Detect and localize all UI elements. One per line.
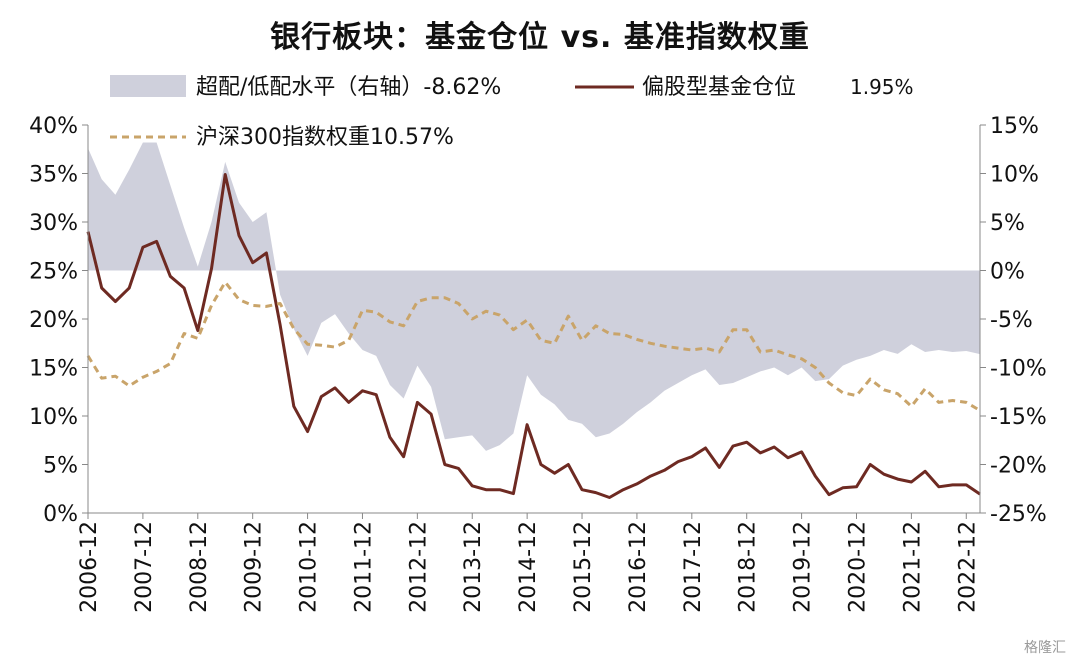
legend-value-fund-position: 1.95% (850, 75, 914, 99)
series-line-fund_position (86, 173, 981, 499)
right-tick-label: -20% (990, 454, 1047, 479)
legend-swatch-overweight (110, 75, 186, 97)
x-tick-label: 2009-12 (242, 521, 267, 613)
left-tick-label: 0% (43, 502, 78, 527)
right-tick-label: 5% (990, 211, 1025, 236)
left-tick-label: 20% (29, 308, 78, 333)
chart-title: 银行板块：基金仓位 vs. 基准指数权重 (270, 20, 810, 55)
series-area-overweight (88, 142, 980, 451)
right-tick-label: 15% (990, 114, 1039, 139)
x-tick-label: 2020-12 (846, 521, 871, 613)
left-tick-label: 25% (29, 260, 78, 285)
x-tick-label: 2010-12 (297, 521, 322, 613)
overweight-area-layer (88, 142, 980, 451)
left-tick-label: 35% (29, 163, 78, 188)
lines-layer (86, 173, 981, 499)
series-line-index_weight (86, 280, 981, 412)
x-tick-label: 2013-12 (461, 521, 486, 613)
left-tick-label: 40% (29, 114, 78, 139)
legend: 超配/低配水平（右轴）-8.62% 偏股型基金仓位 1.95% 沪深300指数权… (110, 75, 914, 150)
x-tick-label: 2019-12 (791, 521, 816, 613)
ticks-layer: 40% 35% 30% 25% 20% 15% 10% 5% 0% 15% 10% 5% 0% -5% -1… (29, 114, 1047, 613)
watermark-logo: 格隆汇 (1024, 640, 1066, 656)
left-tick-label: 5% (43, 454, 78, 479)
x-tick-label: 2007-12 (132, 521, 157, 613)
x-tick-label: 2012-12 (406, 521, 431, 613)
right-tick-label: -25% (990, 502, 1047, 527)
x-tick-label: 2017-12 (681, 521, 706, 613)
x-tick-label: 2011-12 (352, 521, 377, 613)
right-tick-label: -5% (990, 308, 1033, 333)
x-tick-label: 2018-12 (736, 521, 761, 613)
x-tick-label: 2022-12 (955, 521, 980, 613)
right-tick-label: -10% (990, 357, 1047, 382)
legend-label-fund-position: 偏股型基金仓位 (642, 75, 796, 100)
x-tick-label: 2014-12 (516, 521, 541, 613)
left-tick-label: 30% (29, 211, 78, 236)
legend-label-index-weight: 沪深300指数权重10.57% (196, 125, 454, 150)
left-tick-label: 15% (29, 357, 78, 382)
x-tick-label: 2008-12 (187, 521, 212, 613)
x-tick-label: 2021-12 (900, 521, 925, 613)
right-tick-label: 0% (990, 260, 1025, 285)
legend-label-overweight: 超配/低配水平（右轴）-8.62% (196, 75, 501, 100)
right-tick-label: 10% (990, 163, 1039, 188)
x-tick-label: 2006-12 (77, 521, 102, 613)
x-tick-label: 2015-12 (571, 521, 596, 613)
x-tick-label: 2016-12 (626, 521, 651, 613)
right-tick-label: -15% (990, 405, 1047, 430)
left-tick-label: 10% (29, 405, 78, 430)
